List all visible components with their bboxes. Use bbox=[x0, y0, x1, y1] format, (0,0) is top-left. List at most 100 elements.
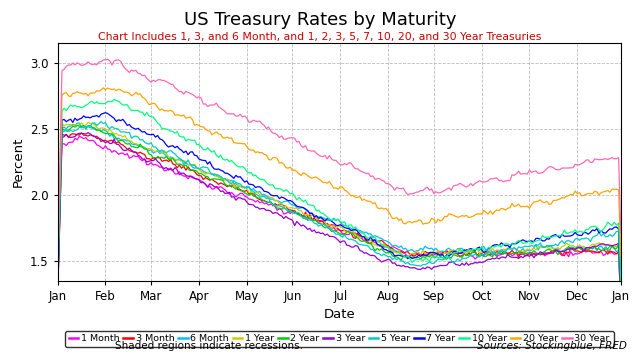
3 Year bbox=[511, 255, 518, 260]
5 Year bbox=[617, 284, 625, 288]
5 Year bbox=[511, 246, 518, 250]
3 Month bbox=[291, 210, 298, 215]
1 Year bbox=[54, 289, 61, 294]
6 Month bbox=[291, 203, 298, 207]
2 Year bbox=[593, 247, 601, 251]
20 Year bbox=[291, 168, 298, 172]
Line: 1 Year: 1 Year bbox=[58, 122, 621, 298]
30 Year bbox=[136, 72, 144, 76]
6 Month bbox=[76, 121, 83, 125]
5 Year bbox=[291, 211, 298, 216]
Text: Chart Includes 1, 3, and 6 Month, and 1, 2, 3, 5, 7, 10, 20, and 30 Year Treasur: Chart Includes 1, 3, and 6 Month, and 1,… bbox=[99, 32, 541, 42]
7 Year bbox=[102, 111, 109, 115]
2 Year bbox=[511, 251, 518, 255]
30 Year bbox=[291, 136, 298, 140]
7 Year bbox=[291, 202, 298, 206]
3 Year bbox=[54, 296, 61, 301]
30 Year bbox=[511, 173, 518, 177]
1 Month bbox=[136, 157, 144, 161]
30 Year bbox=[593, 157, 601, 161]
Text: Sources: Stockingblue, FRED: Sources: Stockingblue, FRED bbox=[477, 341, 627, 351]
2 Year bbox=[124, 142, 131, 146]
10 Year bbox=[54, 283, 61, 287]
Line: 20 Year: 20 Year bbox=[58, 88, 621, 278]
6 Month bbox=[511, 246, 518, 250]
3 Month bbox=[293, 211, 301, 215]
Line: 1 Month: 1 Month bbox=[58, 136, 621, 304]
1 Year bbox=[291, 206, 298, 211]
5 Year bbox=[124, 130, 131, 135]
7 Year bbox=[54, 287, 61, 292]
3 Month bbox=[77, 131, 85, 135]
5 Year bbox=[593, 233, 601, 238]
3 Year bbox=[291, 224, 298, 228]
20 Year bbox=[617, 254, 625, 258]
20 Year bbox=[99, 86, 107, 90]
2 Year bbox=[617, 298, 625, 303]
7 Year bbox=[511, 242, 518, 246]
Y-axis label: Percent: Percent bbox=[12, 137, 24, 187]
7 Year bbox=[293, 204, 301, 208]
Line: 2 Year: 2 Year bbox=[58, 125, 621, 301]
3 Year bbox=[617, 292, 625, 297]
2 Year bbox=[293, 212, 301, 216]
X-axis label: Date: Date bbox=[323, 309, 355, 321]
Text: Shaded regions indicate recessions.: Shaded regions indicate recessions. bbox=[115, 341, 303, 351]
6 Month bbox=[617, 303, 625, 307]
1 Month bbox=[617, 302, 625, 306]
7 Year bbox=[124, 123, 131, 127]
20 Year bbox=[136, 91, 144, 96]
Text: US Treasury Rates by Maturity: US Treasury Rates by Maturity bbox=[184, 11, 456, 29]
10 Year bbox=[511, 242, 518, 247]
3 Year bbox=[124, 148, 131, 152]
3 Year bbox=[136, 154, 144, 158]
1 Month bbox=[124, 152, 131, 156]
Line: 30 Year: 30 Year bbox=[58, 59, 621, 264]
30 Year bbox=[54, 262, 61, 266]
3 Month bbox=[617, 302, 625, 306]
20 Year bbox=[593, 190, 601, 194]
30 Year bbox=[124, 68, 131, 72]
20 Year bbox=[511, 204, 518, 208]
7 Year bbox=[593, 226, 601, 231]
2 Year bbox=[136, 142, 144, 147]
10 Year bbox=[136, 110, 144, 114]
5 Year bbox=[136, 138, 144, 142]
10 Year bbox=[124, 103, 131, 107]
30 Year bbox=[104, 57, 111, 61]
20 Year bbox=[124, 90, 131, 94]
Line: 5 Year: 5 Year bbox=[58, 121, 621, 298]
6 Month bbox=[124, 139, 131, 143]
1 Month bbox=[76, 134, 83, 139]
1 Year bbox=[511, 246, 518, 250]
30 Year bbox=[617, 231, 625, 235]
6 Month bbox=[136, 145, 144, 149]
3 Month bbox=[136, 150, 144, 154]
1 Year bbox=[124, 137, 131, 141]
6 Month bbox=[293, 206, 301, 210]
3 Month bbox=[124, 147, 131, 151]
3 Year bbox=[593, 244, 601, 248]
7 Year bbox=[136, 128, 144, 132]
1 Year bbox=[84, 120, 92, 125]
5 Year bbox=[54, 296, 61, 300]
Line: 10 Year: 10 Year bbox=[58, 99, 621, 285]
30 Year bbox=[293, 140, 301, 144]
3 Year bbox=[84, 130, 92, 135]
1 Year bbox=[593, 242, 601, 246]
10 Year bbox=[110, 97, 118, 102]
3 Month bbox=[511, 251, 518, 255]
10 Year bbox=[617, 279, 625, 284]
1 Month bbox=[54, 296, 61, 300]
Line: 3 Year: 3 Year bbox=[58, 132, 621, 298]
5 Year bbox=[97, 119, 105, 123]
2 Year bbox=[54, 292, 61, 297]
20 Year bbox=[54, 275, 61, 280]
6 Month bbox=[54, 291, 61, 295]
6 Month bbox=[593, 248, 601, 253]
10 Year bbox=[293, 198, 301, 202]
1 Year bbox=[293, 206, 301, 211]
Line: 3 Month: 3 Month bbox=[58, 133, 621, 304]
2 Year bbox=[80, 123, 88, 127]
20 Year bbox=[293, 170, 301, 174]
